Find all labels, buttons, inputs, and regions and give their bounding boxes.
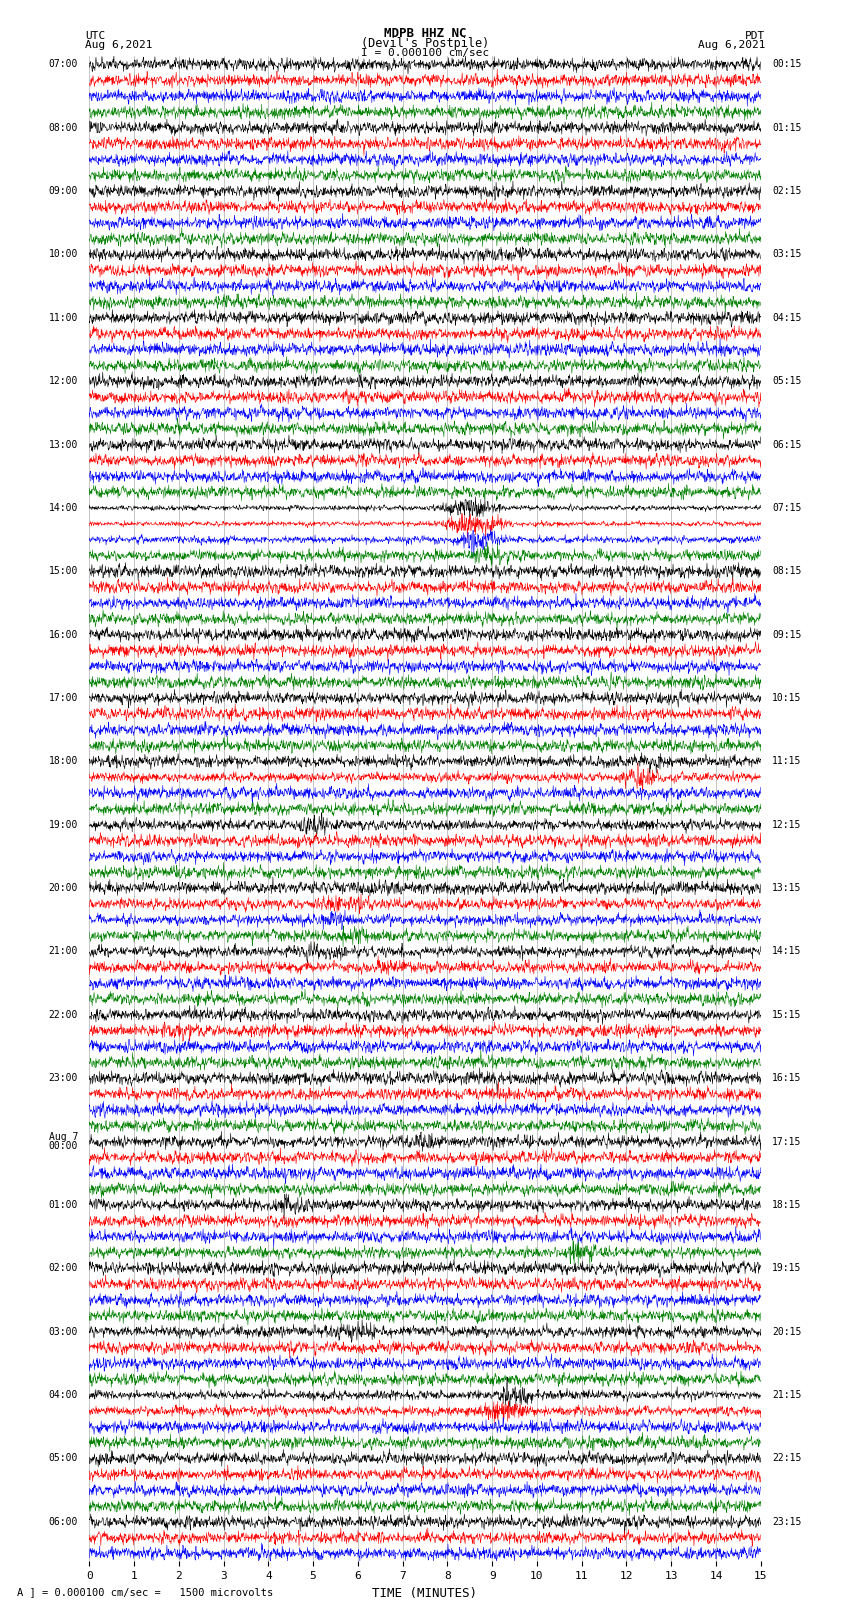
Text: 17:00: 17:00 xyxy=(48,694,78,703)
Text: 10:00: 10:00 xyxy=(48,250,78,260)
Text: 06:15: 06:15 xyxy=(772,440,802,450)
Text: 03:15: 03:15 xyxy=(772,250,802,260)
Text: 04:15: 04:15 xyxy=(772,313,802,323)
Text: 22:00: 22:00 xyxy=(48,1010,78,1019)
Text: 15:00: 15:00 xyxy=(48,566,78,576)
Text: 10:15: 10:15 xyxy=(772,694,802,703)
Text: 02:15: 02:15 xyxy=(772,185,802,197)
Text: 16:15: 16:15 xyxy=(772,1073,802,1084)
Text: 23:15: 23:15 xyxy=(772,1516,802,1528)
X-axis label: TIME (MINUTES): TIME (MINUTES) xyxy=(372,1587,478,1600)
Text: A ] = 0.000100 cm/sec =   1500 microvolts: A ] = 0.000100 cm/sec = 1500 microvolts xyxy=(17,1587,273,1597)
Text: 18:00: 18:00 xyxy=(48,756,78,766)
Text: I = 0.000100 cm/sec: I = 0.000100 cm/sec xyxy=(361,48,489,58)
Text: 13:00: 13:00 xyxy=(48,440,78,450)
Text: 23:00: 23:00 xyxy=(48,1073,78,1084)
Text: 11:15: 11:15 xyxy=(772,756,802,766)
Text: 17:15: 17:15 xyxy=(772,1137,802,1147)
Text: 15:15: 15:15 xyxy=(772,1010,802,1019)
Text: 20:00: 20:00 xyxy=(48,884,78,894)
Text: 13:15: 13:15 xyxy=(772,884,802,894)
Text: 03:00: 03:00 xyxy=(48,1326,78,1337)
Text: 12:15: 12:15 xyxy=(772,819,802,829)
Text: PDT: PDT xyxy=(745,31,765,40)
Text: 02:00: 02:00 xyxy=(48,1263,78,1273)
Text: 16:00: 16:00 xyxy=(48,629,78,640)
Text: 11:00: 11:00 xyxy=(48,313,78,323)
Text: 19:15: 19:15 xyxy=(772,1263,802,1273)
Text: 05:15: 05:15 xyxy=(772,376,802,386)
Text: 22:15: 22:15 xyxy=(772,1453,802,1463)
Text: 19:00: 19:00 xyxy=(48,819,78,829)
Text: 09:00: 09:00 xyxy=(48,185,78,197)
Text: 14:00: 14:00 xyxy=(48,503,78,513)
Text: 05:00: 05:00 xyxy=(48,1453,78,1463)
Text: Aug 6,2021: Aug 6,2021 xyxy=(85,40,152,50)
Text: 12:00: 12:00 xyxy=(48,376,78,386)
Text: UTC: UTC xyxy=(85,31,105,40)
Text: 20:15: 20:15 xyxy=(772,1326,802,1337)
Text: 08:15: 08:15 xyxy=(772,566,802,576)
Text: MDPB HHZ NC: MDPB HHZ NC xyxy=(383,27,467,40)
Text: 04:00: 04:00 xyxy=(48,1390,78,1400)
Text: 06:00: 06:00 xyxy=(48,1516,78,1528)
Text: 01:00: 01:00 xyxy=(48,1200,78,1210)
Text: Aug 7: Aug 7 xyxy=(48,1132,78,1142)
Text: 14:15: 14:15 xyxy=(772,947,802,957)
Text: 08:00: 08:00 xyxy=(48,123,78,132)
Text: 01:15: 01:15 xyxy=(772,123,802,132)
Text: 09:15: 09:15 xyxy=(772,629,802,640)
Text: 07:15: 07:15 xyxy=(772,503,802,513)
Text: 21:15: 21:15 xyxy=(772,1390,802,1400)
Text: 00:15: 00:15 xyxy=(772,60,802,69)
Text: (Devil's Postpile): (Devil's Postpile) xyxy=(361,37,489,50)
Text: 07:00: 07:00 xyxy=(48,60,78,69)
Text: 18:15: 18:15 xyxy=(772,1200,802,1210)
Text: Aug 6,2021: Aug 6,2021 xyxy=(698,40,765,50)
Text: 21:00: 21:00 xyxy=(48,947,78,957)
Text: 00:00: 00:00 xyxy=(48,1142,78,1152)
